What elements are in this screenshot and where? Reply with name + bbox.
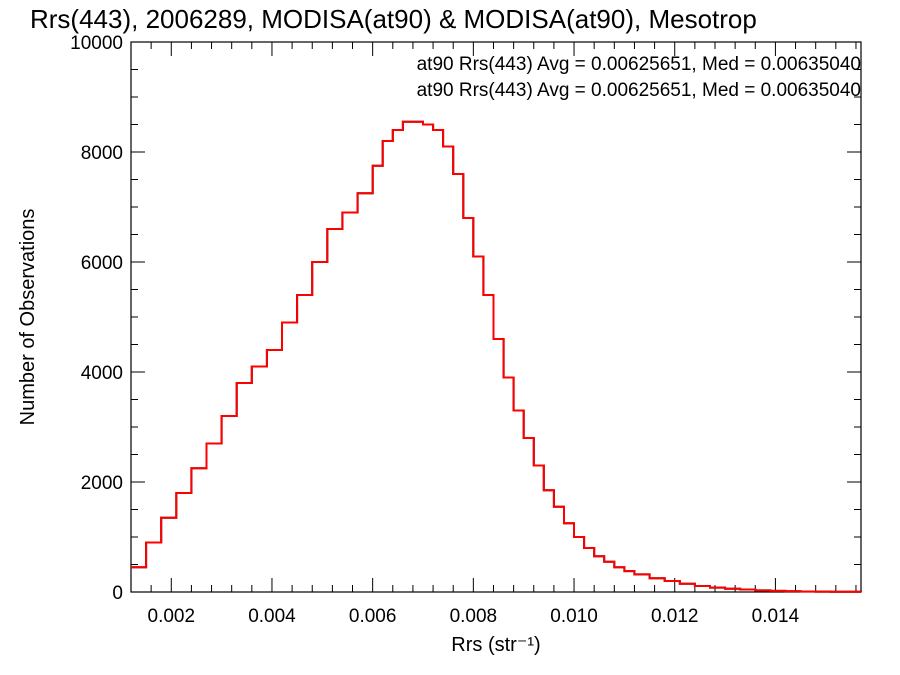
y-tick-label: 0 [112,583,123,604]
y-tick-label: 8000 [81,143,123,164]
axis-ticks [130,41,861,593]
y-tick-label: 6000 [81,253,123,274]
x-tick-label: 0.006 [349,606,397,627]
x-tick-label: 0.004 [248,606,296,627]
histogram-line-black [131,120,862,593]
x-tick-label: 0.012 [651,606,699,627]
annotation-black: at90 Rrs(443) Avg = 0.00625651, Med = 0.… [417,54,861,75]
annotation-red: at90 Rrs(443) Avg = 0.00625651, Med = 0.… [417,80,861,101]
x-axis-label: Rrs (str⁻¹) [451,634,540,656]
annotations: at90 Rrs(443) Avg = 0.00625651, Med = 0.… [417,54,861,101]
y-axis-label: Number of Observations [17,209,39,426]
x-tick-label: 0.002 [148,606,196,627]
x-tick-label: 0.010 [550,606,598,627]
y-tick-label: 2000 [81,473,123,494]
x-tick-label: 0.008 [450,606,498,627]
histogram-line-red [131,120,862,593]
y-tick-label: 10000 [70,33,123,54]
plot-frame [130,41,862,593]
y-tick-label: 4000 [81,363,123,384]
x-tick-label: 0.014 [752,606,800,627]
chart-title: Rrs(443), 2006289, MODISA(at90) & MODISA… [30,4,757,34]
histogram-series [131,120,862,593]
axis-tick-labels: 0.002 0.004 0.006 0.008 0.010 0.012 0.014 0 2000… [70,33,799,627]
